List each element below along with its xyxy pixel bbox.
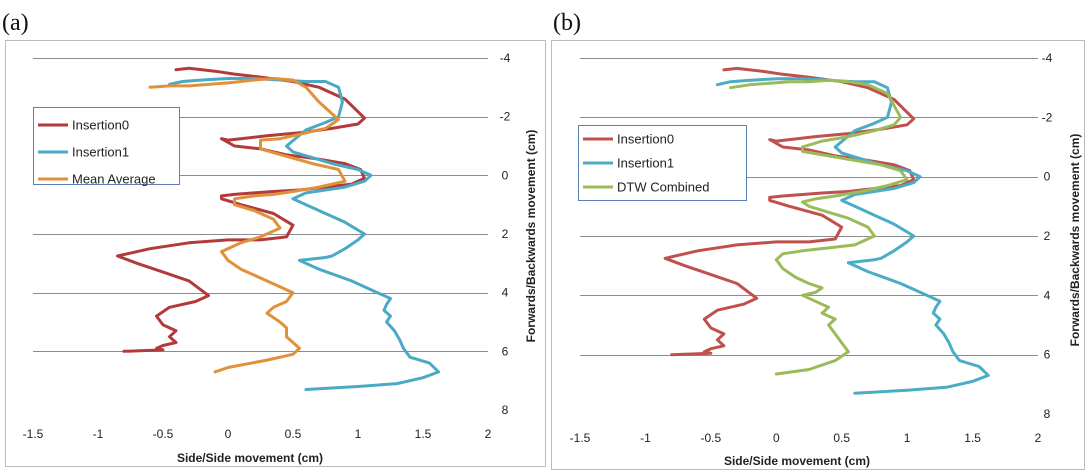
x-tick-label: 1 xyxy=(904,431,911,445)
y-tick-label: 6 xyxy=(502,344,509,358)
x-tick-label: -0.5 xyxy=(701,431,722,445)
x-tick-label: 0 xyxy=(225,427,232,441)
x-tick-label: 0.5 xyxy=(833,431,850,445)
y-tick-label: -2 xyxy=(1042,110,1053,124)
y-tick-label: 8 xyxy=(1044,407,1051,421)
legend-entry: Insertion1 xyxy=(72,145,129,160)
y-tick-label: -4 xyxy=(1042,51,1053,65)
x-tick-label: -1 xyxy=(640,431,651,445)
legend-entry: Insertion1 xyxy=(617,156,674,171)
legend: Insertion0 Insertion1 Mean Average xyxy=(33,107,180,187)
chart-border xyxy=(551,40,1085,470)
x-tick-label: 0.5 xyxy=(285,427,302,441)
y-tick-label: -4 xyxy=(500,51,511,65)
series-line xyxy=(663,66,916,357)
x-tick-label: 2 xyxy=(485,427,492,441)
legend-entry: Mean Average xyxy=(72,172,156,187)
x-tick-label: -1.5 xyxy=(570,431,591,445)
series-lines xyxy=(116,66,441,391)
x-tick-labels: -1.5 -1 -0.5 0 0.5 1 1.5 2 xyxy=(23,427,492,441)
y-axis-title: Forwards/Backwards movement (cm) xyxy=(524,130,538,343)
x-tick-label: 1.5 xyxy=(415,427,432,441)
legend-entry: Insertion0 xyxy=(72,118,129,133)
y-tick-label: 4 xyxy=(502,286,509,300)
x-tick-label: -1.5 xyxy=(23,427,44,441)
legend-box xyxy=(33,107,180,185)
legend-entry: Insertion0 xyxy=(617,132,674,147)
x-axis-title: Side/Side movement (cm) xyxy=(177,451,323,465)
x-tick-label: -0.5 xyxy=(153,427,174,441)
y-tick-label: 6 xyxy=(1044,348,1051,362)
chart-border xyxy=(5,40,546,467)
chart-panel-b: (b) -1.5 -1 -0.5 0 0.5 1 1.5 2 -4 -2 0 2 4 6 8 Side/S… xyxy=(551,10,1085,470)
y-tick-label: 0 xyxy=(1044,170,1051,184)
legend-entry: DTW Combined xyxy=(617,180,709,195)
series-line xyxy=(168,77,441,391)
y-tick-labels: -4 -2 0 2 4 6 8 xyxy=(1042,51,1053,421)
chart-panel-a: (a) -1.5 -1 -0.5 0 0.5 1 1.5 2 -4 -2 0 2 4 6 8 Side/S… xyxy=(2,10,546,467)
series-lines xyxy=(663,66,990,395)
legend: Insertion0 Insertion1 DTW Combined xyxy=(578,125,747,201)
series-line xyxy=(148,77,347,374)
x-axis-title: Side/Side movement (cm) xyxy=(724,454,870,468)
y-tick-label: 4 xyxy=(1044,288,1051,302)
gridlines xyxy=(580,58,1038,356)
y-tick-label: 8 xyxy=(502,403,509,417)
series-line xyxy=(715,77,990,395)
series-line xyxy=(116,66,366,353)
panel-label-a: (a) xyxy=(2,10,29,36)
panel-label-b: (b) xyxy=(553,10,581,36)
y-tick-label: 0 xyxy=(502,168,509,182)
x-tick-label: 1.5 xyxy=(964,431,981,445)
x-tick-label: 0 xyxy=(773,431,780,445)
y-tick-label: 2 xyxy=(1044,229,1051,243)
x-tick-label: -1 xyxy=(93,427,104,441)
x-tick-labels: -1.5 -1 -0.5 0 0.5 1 1.5 2 xyxy=(570,431,1042,445)
gridlines xyxy=(33,58,488,352)
y-tick-label: -2 xyxy=(500,110,511,124)
y-axis-title: Forwards/Backwards movement (cm) xyxy=(1068,134,1082,347)
x-tick-label: 1 xyxy=(355,427,362,441)
series-line xyxy=(729,78,909,376)
x-tick-label: 2 xyxy=(1035,431,1042,445)
y-tick-label: 2 xyxy=(502,227,509,241)
y-tick-labels: -4 -2 0 2 4 6 8 xyxy=(500,51,511,417)
